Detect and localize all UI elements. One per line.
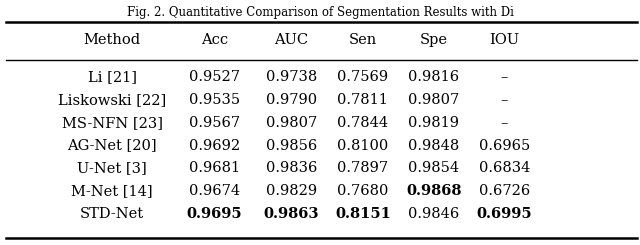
Text: 0.7811: 0.7811 [337, 93, 388, 107]
Text: 0.9848: 0.9848 [408, 138, 460, 153]
Text: Spe: Spe [420, 33, 448, 48]
Text: U-Net [3]: U-Net [3] [77, 161, 147, 175]
Text: 0.7844: 0.7844 [337, 116, 388, 130]
Text: 0.9692: 0.9692 [189, 138, 240, 153]
Text: 0.8151: 0.8151 [335, 207, 391, 221]
Text: MS-NFN [23]: MS-NFN [23] [61, 116, 163, 130]
Text: 0.9535: 0.9535 [189, 93, 240, 107]
Text: STD-Net: STD-Net [80, 207, 144, 221]
Text: 0.9819: 0.9819 [408, 116, 460, 130]
Text: 0.9527: 0.9527 [189, 70, 240, 84]
Text: 0.7680: 0.7680 [337, 184, 388, 198]
Text: Sen: Sen [349, 33, 377, 48]
Text: –: – [500, 116, 508, 130]
Text: Acc: Acc [201, 33, 228, 48]
Text: 0.9807: 0.9807 [408, 93, 460, 107]
Text: 0.7569: 0.7569 [337, 70, 388, 84]
Text: 0.9863: 0.9863 [264, 207, 319, 221]
Text: 0.7897: 0.7897 [337, 161, 388, 175]
Text: 0.9868: 0.9868 [406, 184, 461, 198]
Text: Liskowski [22]: Liskowski [22] [58, 93, 166, 107]
Text: 0.9674: 0.9674 [189, 184, 240, 198]
Text: 0.9807: 0.9807 [266, 116, 317, 130]
Text: 0.9681: 0.9681 [189, 161, 240, 175]
Text: Method: Method [83, 33, 141, 48]
Text: Li [21]: Li [21] [88, 70, 136, 84]
Text: IOU: IOU [489, 33, 520, 48]
Text: –: – [500, 70, 508, 84]
Text: 0.9836: 0.9836 [266, 161, 317, 175]
Text: AUC: AUC [274, 33, 308, 48]
Text: 0.6726: 0.6726 [479, 184, 530, 198]
Text: 0.6995: 0.6995 [477, 207, 532, 221]
Text: 0.6834: 0.6834 [479, 161, 530, 175]
Text: M-Net [14]: M-Net [14] [71, 184, 153, 198]
Text: 0.9738: 0.9738 [266, 70, 317, 84]
Text: 0.9846: 0.9846 [408, 207, 460, 221]
Text: 0.9695: 0.9695 [187, 207, 242, 221]
Text: 0.6965: 0.6965 [479, 138, 530, 153]
Text: 0.9816: 0.9816 [408, 70, 460, 84]
Text: 0.8100: 0.8100 [337, 138, 388, 153]
Text: 0.9790: 0.9790 [266, 93, 317, 107]
Text: 0.9856: 0.9856 [266, 138, 317, 153]
Text: 0.9567: 0.9567 [189, 116, 240, 130]
Text: –: – [500, 93, 508, 107]
Text: Fig. 2. Quantitative Comparison of Segmentation Results with Di: Fig. 2. Quantitative Comparison of Segme… [127, 6, 513, 19]
Text: 0.9854: 0.9854 [408, 161, 460, 175]
Text: AG-Net [20]: AG-Net [20] [67, 138, 157, 153]
Text: 0.9829: 0.9829 [266, 184, 317, 198]
